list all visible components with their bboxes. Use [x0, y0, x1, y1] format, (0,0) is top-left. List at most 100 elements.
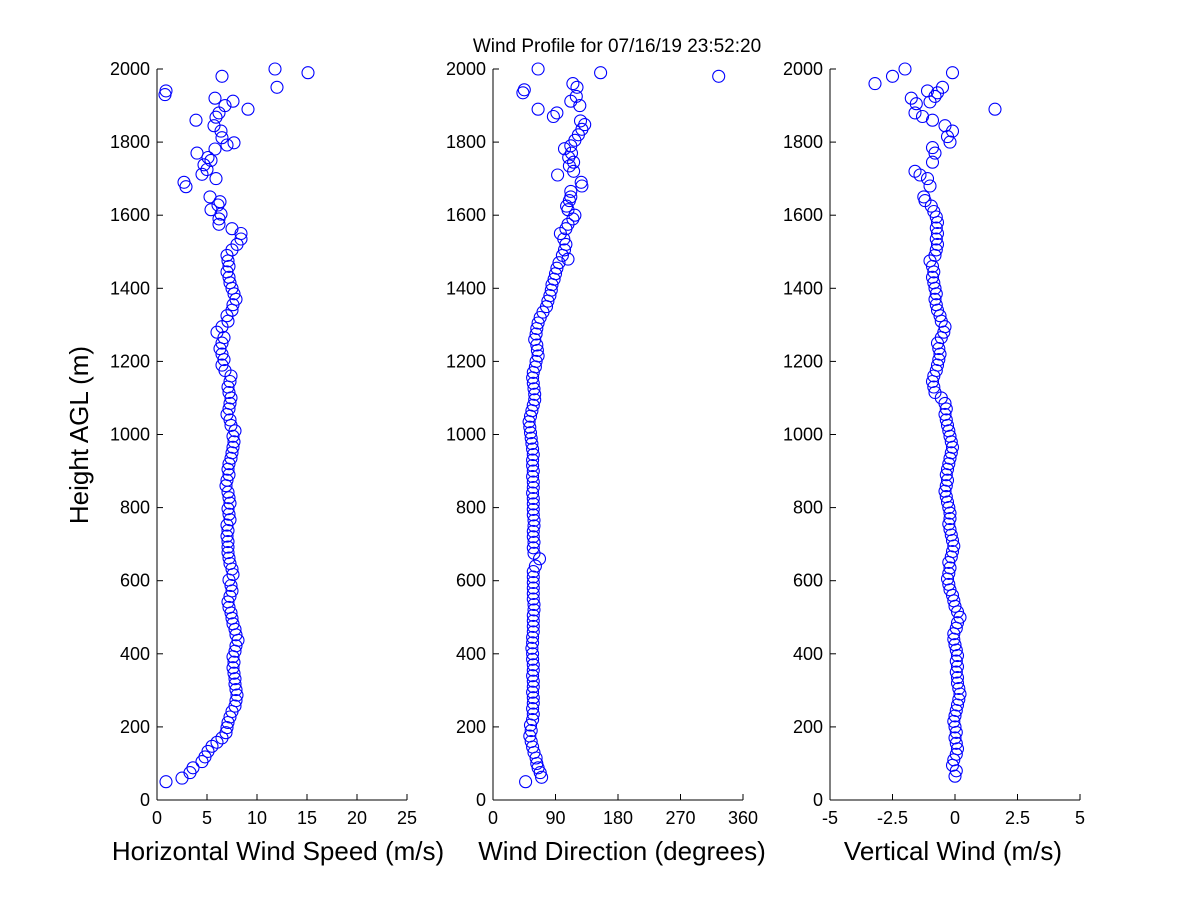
figure-title: Wind Profile for 07/16/19 23:52:20 — [473, 36, 761, 57]
data-point — [222, 600, 236, 614]
data-point — [939, 479, 953, 493]
data-point — [218, 99, 232, 113]
data-point — [573, 99, 587, 113]
y-tick-label: 2000 — [446, 59, 486, 79]
data-point — [220, 473, 234, 487]
data-point — [524, 431, 538, 445]
data-point — [186, 761, 200, 775]
y-tick-label: 1800 — [783, 132, 823, 152]
x-axis-title-horizontal-wind-speed: Horizontal Wind Speed (m/s) — [112, 836, 444, 866]
data-point — [526, 614, 540, 628]
data-point — [527, 597, 541, 612]
data-point — [930, 226, 945, 241]
y-tick-label: 1200 — [110, 351, 150, 371]
data-point — [215, 358, 229, 372]
data-point — [526, 707, 540, 721]
y-tick-label: 2000 — [110, 59, 150, 79]
data-point — [526, 625, 540, 639]
data-point — [526, 570, 540, 584]
data-point — [557, 142, 572, 156]
x-tick-label: 5 — [1075, 808, 1085, 828]
data-point — [229, 639, 243, 653]
data-point — [526, 475, 540, 489]
data-point — [528, 559, 542, 573]
y-ticks-horizontal-wind-speed: 0 200 400 600 800 1000 1200 1400 1600 1800 2000 — [110, 59, 163, 810]
data-point — [223, 374, 237, 389]
data-point — [526, 663, 540, 677]
x-tick-label: -5 — [822, 808, 838, 828]
data-point — [949, 747, 963, 761]
data-point — [230, 688, 244, 702]
y-axis-title-height: Height AGL (m) — [64, 346, 94, 524]
data-point — [526, 658, 540, 672]
data-point — [526, 530, 540, 544]
data-point — [526, 453, 540, 467]
data-point — [935, 80, 950, 94]
data-point — [526, 630, 540, 644]
data-point — [526, 592, 540, 606]
data-point — [578, 118, 592, 132]
data-point — [868, 77, 882, 91]
data-point — [205, 739, 219, 753]
data-point — [523, 729, 537, 743]
x-tick-label: 10 — [247, 808, 267, 828]
y-tick-label: 1600 — [446, 205, 486, 225]
data-point — [904, 91, 918, 105]
data-point — [226, 617, 240, 631]
data-point — [220, 265, 234, 279]
data-point — [215, 347, 229, 361]
data-point — [222, 551, 236, 565]
data-point — [526, 480, 540, 495]
data-point — [526, 442, 540, 456]
data-point — [526, 491, 540, 506]
data-point — [209, 172, 223, 186]
data-point — [950, 671, 965, 685]
points-horizontal-wind-speed — [158, 62, 315, 789]
data-point — [529, 327, 543, 341]
y-tick-label: 1000 — [446, 425, 486, 445]
y-tick-label: 200 — [120, 717, 150, 737]
y-tick-label: 800 — [456, 498, 486, 518]
data-point — [227, 435, 241, 449]
data-point — [225, 446, 239, 460]
data-point — [908, 106, 922, 120]
data-point — [222, 491, 236, 505]
data-point — [222, 259, 236, 273]
data-point — [543, 289, 557, 303]
data-point — [942, 566, 956, 580]
data-point — [942, 577, 956, 591]
x-ticks-horizontal-wind-speed: 0 5 10 15 20 25 — [152, 794, 417, 828]
panel-vertical-wind: -5 -2.5 0 2.5 5 0 200 400 600 800 1000 1200 1400 160… — [783, 59, 1085, 866]
data-point — [221, 502, 235, 516]
data-point — [224, 578, 238, 593]
data-point — [526, 702, 540, 716]
data-point — [526, 647, 540, 661]
data-point — [241, 102, 255, 116]
data-point — [526, 680, 540, 694]
x-tick-label: 2.5 — [1005, 808, 1030, 828]
data-point — [526, 586, 540, 601]
data-point — [526, 464, 540, 478]
data-point — [528, 332, 542, 347]
data-point — [221, 535, 235, 549]
data-point — [929, 232, 943, 246]
data-point — [945, 544, 960, 559]
data-point — [220, 138, 234, 152]
data-point — [228, 672, 242, 686]
data-point — [925, 113, 940, 127]
data-point — [526, 469, 540, 484]
data-point — [229, 694, 243, 708]
data-point — [925, 270, 940, 284]
data-point — [950, 676, 965, 690]
y-tick-label: 800 — [793, 498, 823, 518]
data-point — [569, 89, 583, 103]
data-point — [175, 771, 189, 785]
data-point — [222, 270, 236, 284]
data-point — [523, 420, 537, 434]
data-point — [531, 62, 545, 76]
data-point — [529, 354, 543, 368]
data-point — [526, 713, 540, 727]
y-tick-label: 600 — [120, 571, 150, 591]
data-point — [938, 119, 952, 133]
